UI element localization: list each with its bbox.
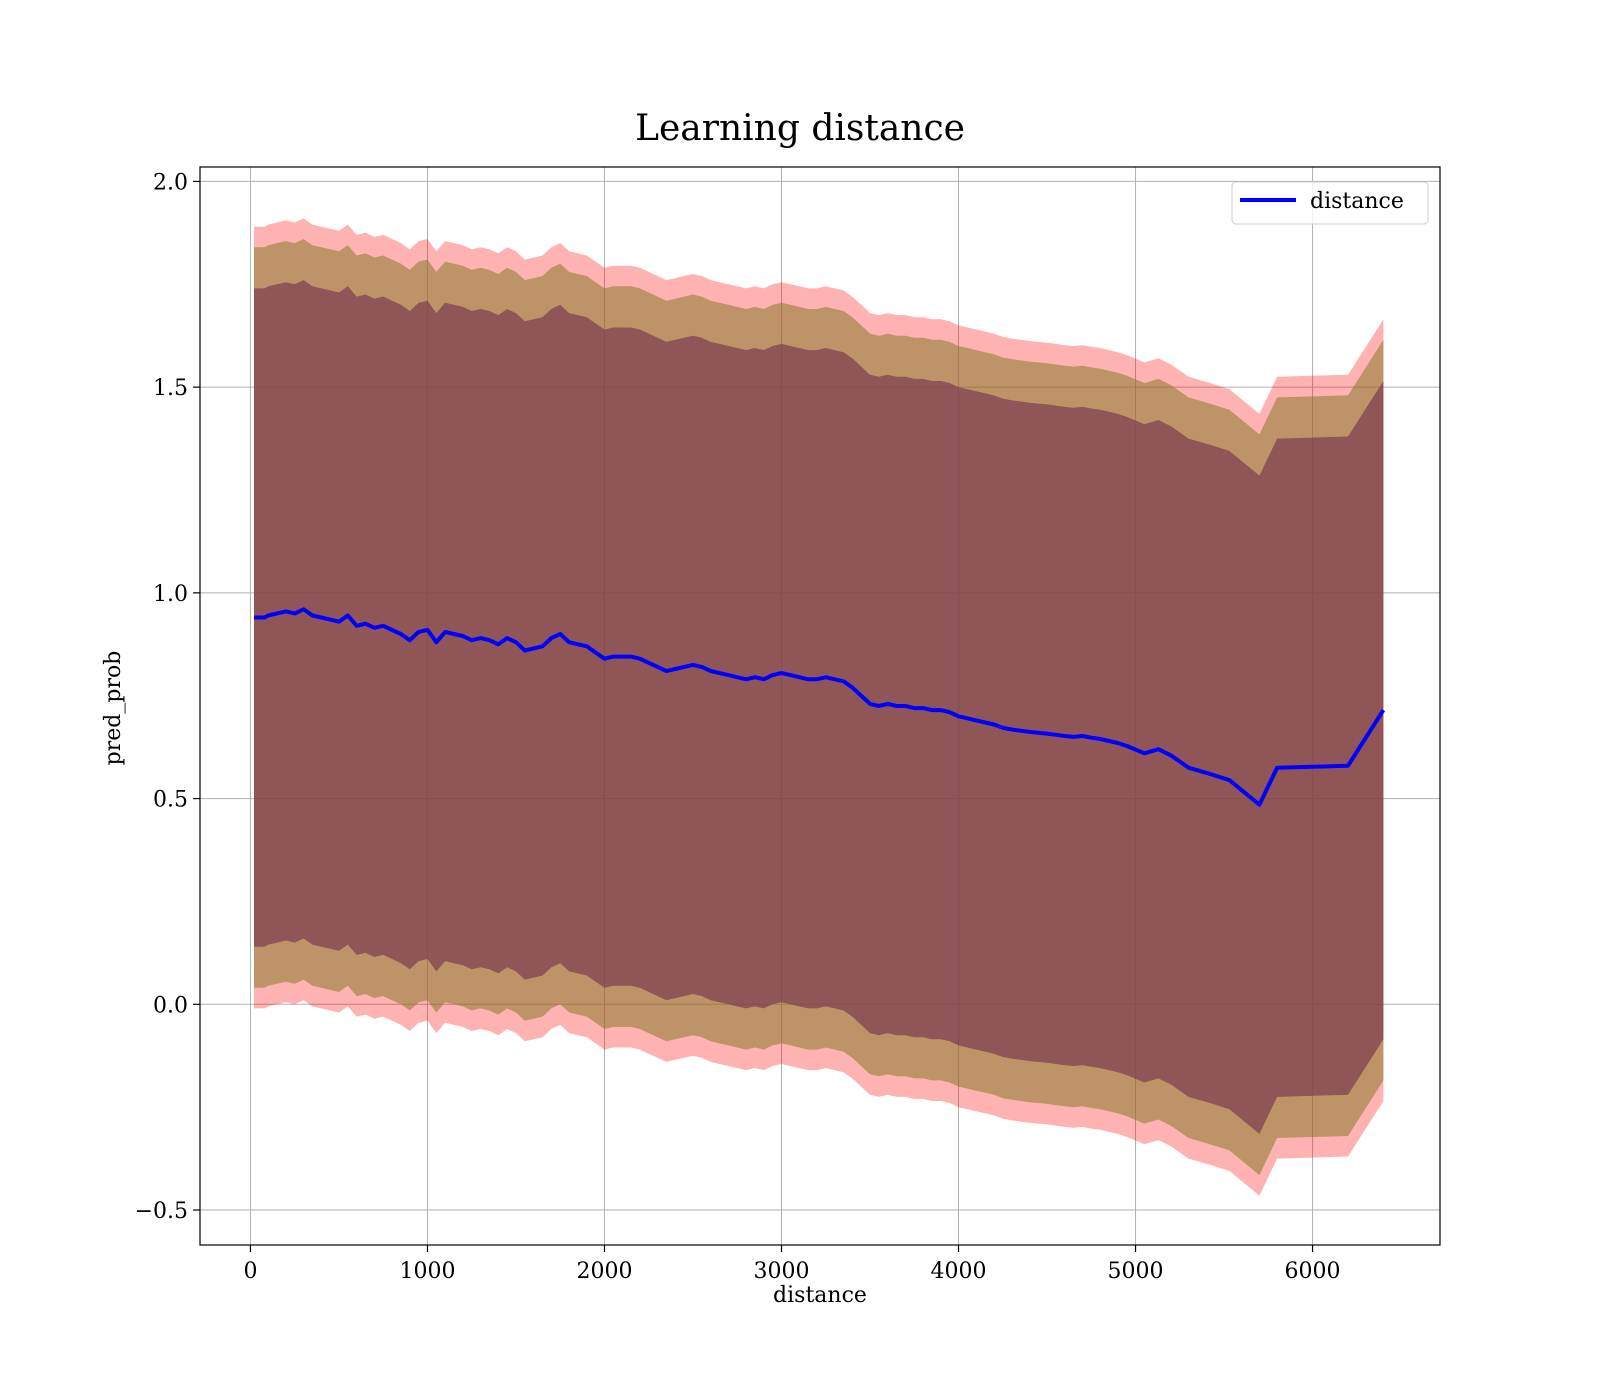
x-tick-label-2: 2000 [576,1259,632,1284]
y-tick-label-2: 0.5 [153,788,188,813]
x-tick-label-0: 0 [243,1259,257,1284]
y-axis-ticks: −0.5 0.0 0.5 1.0 1.5 2.0 [135,170,200,1224]
y-tick-label-5: 2.0 [153,170,188,195]
plot-frame [199,166,1441,1246]
y-tick-label-1: 0.0 [153,993,188,1018]
series-line-distance [254,607,1386,807]
x-tick-label-1: 1000 [399,1259,455,1284]
band-inner [254,280,1384,1134]
x-axis-label: distance [773,1283,867,1308]
y-tick-label-3: 1.0 [153,582,188,607]
x-tick-label-4: 4000 [931,1259,987,1284]
legend: distance [1231,181,1429,225]
y-axis-label: pred_prob [101,651,126,766]
y-tick-label-4: 1.5 [153,376,188,401]
x-tick-label-3: 3000 [753,1259,809,1284]
legend-entry-distance: distance [1310,189,1404,214]
y-tick-label-0: −0.5 [135,1199,188,1224]
confidence-bands [254,218,1384,1196]
x-tick-label-5: 5000 [1108,1259,1164,1284]
chart-title: Learning distance [635,108,965,149]
x-axis-ticks: 0 1000 2000 3000 4000 5000 6000 [243,1245,1341,1284]
series-lines [254,607,1386,807]
legend-box [1231,181,1429,225]
x-tick-label-6: 6000 [1285,1259,1341,1284]
